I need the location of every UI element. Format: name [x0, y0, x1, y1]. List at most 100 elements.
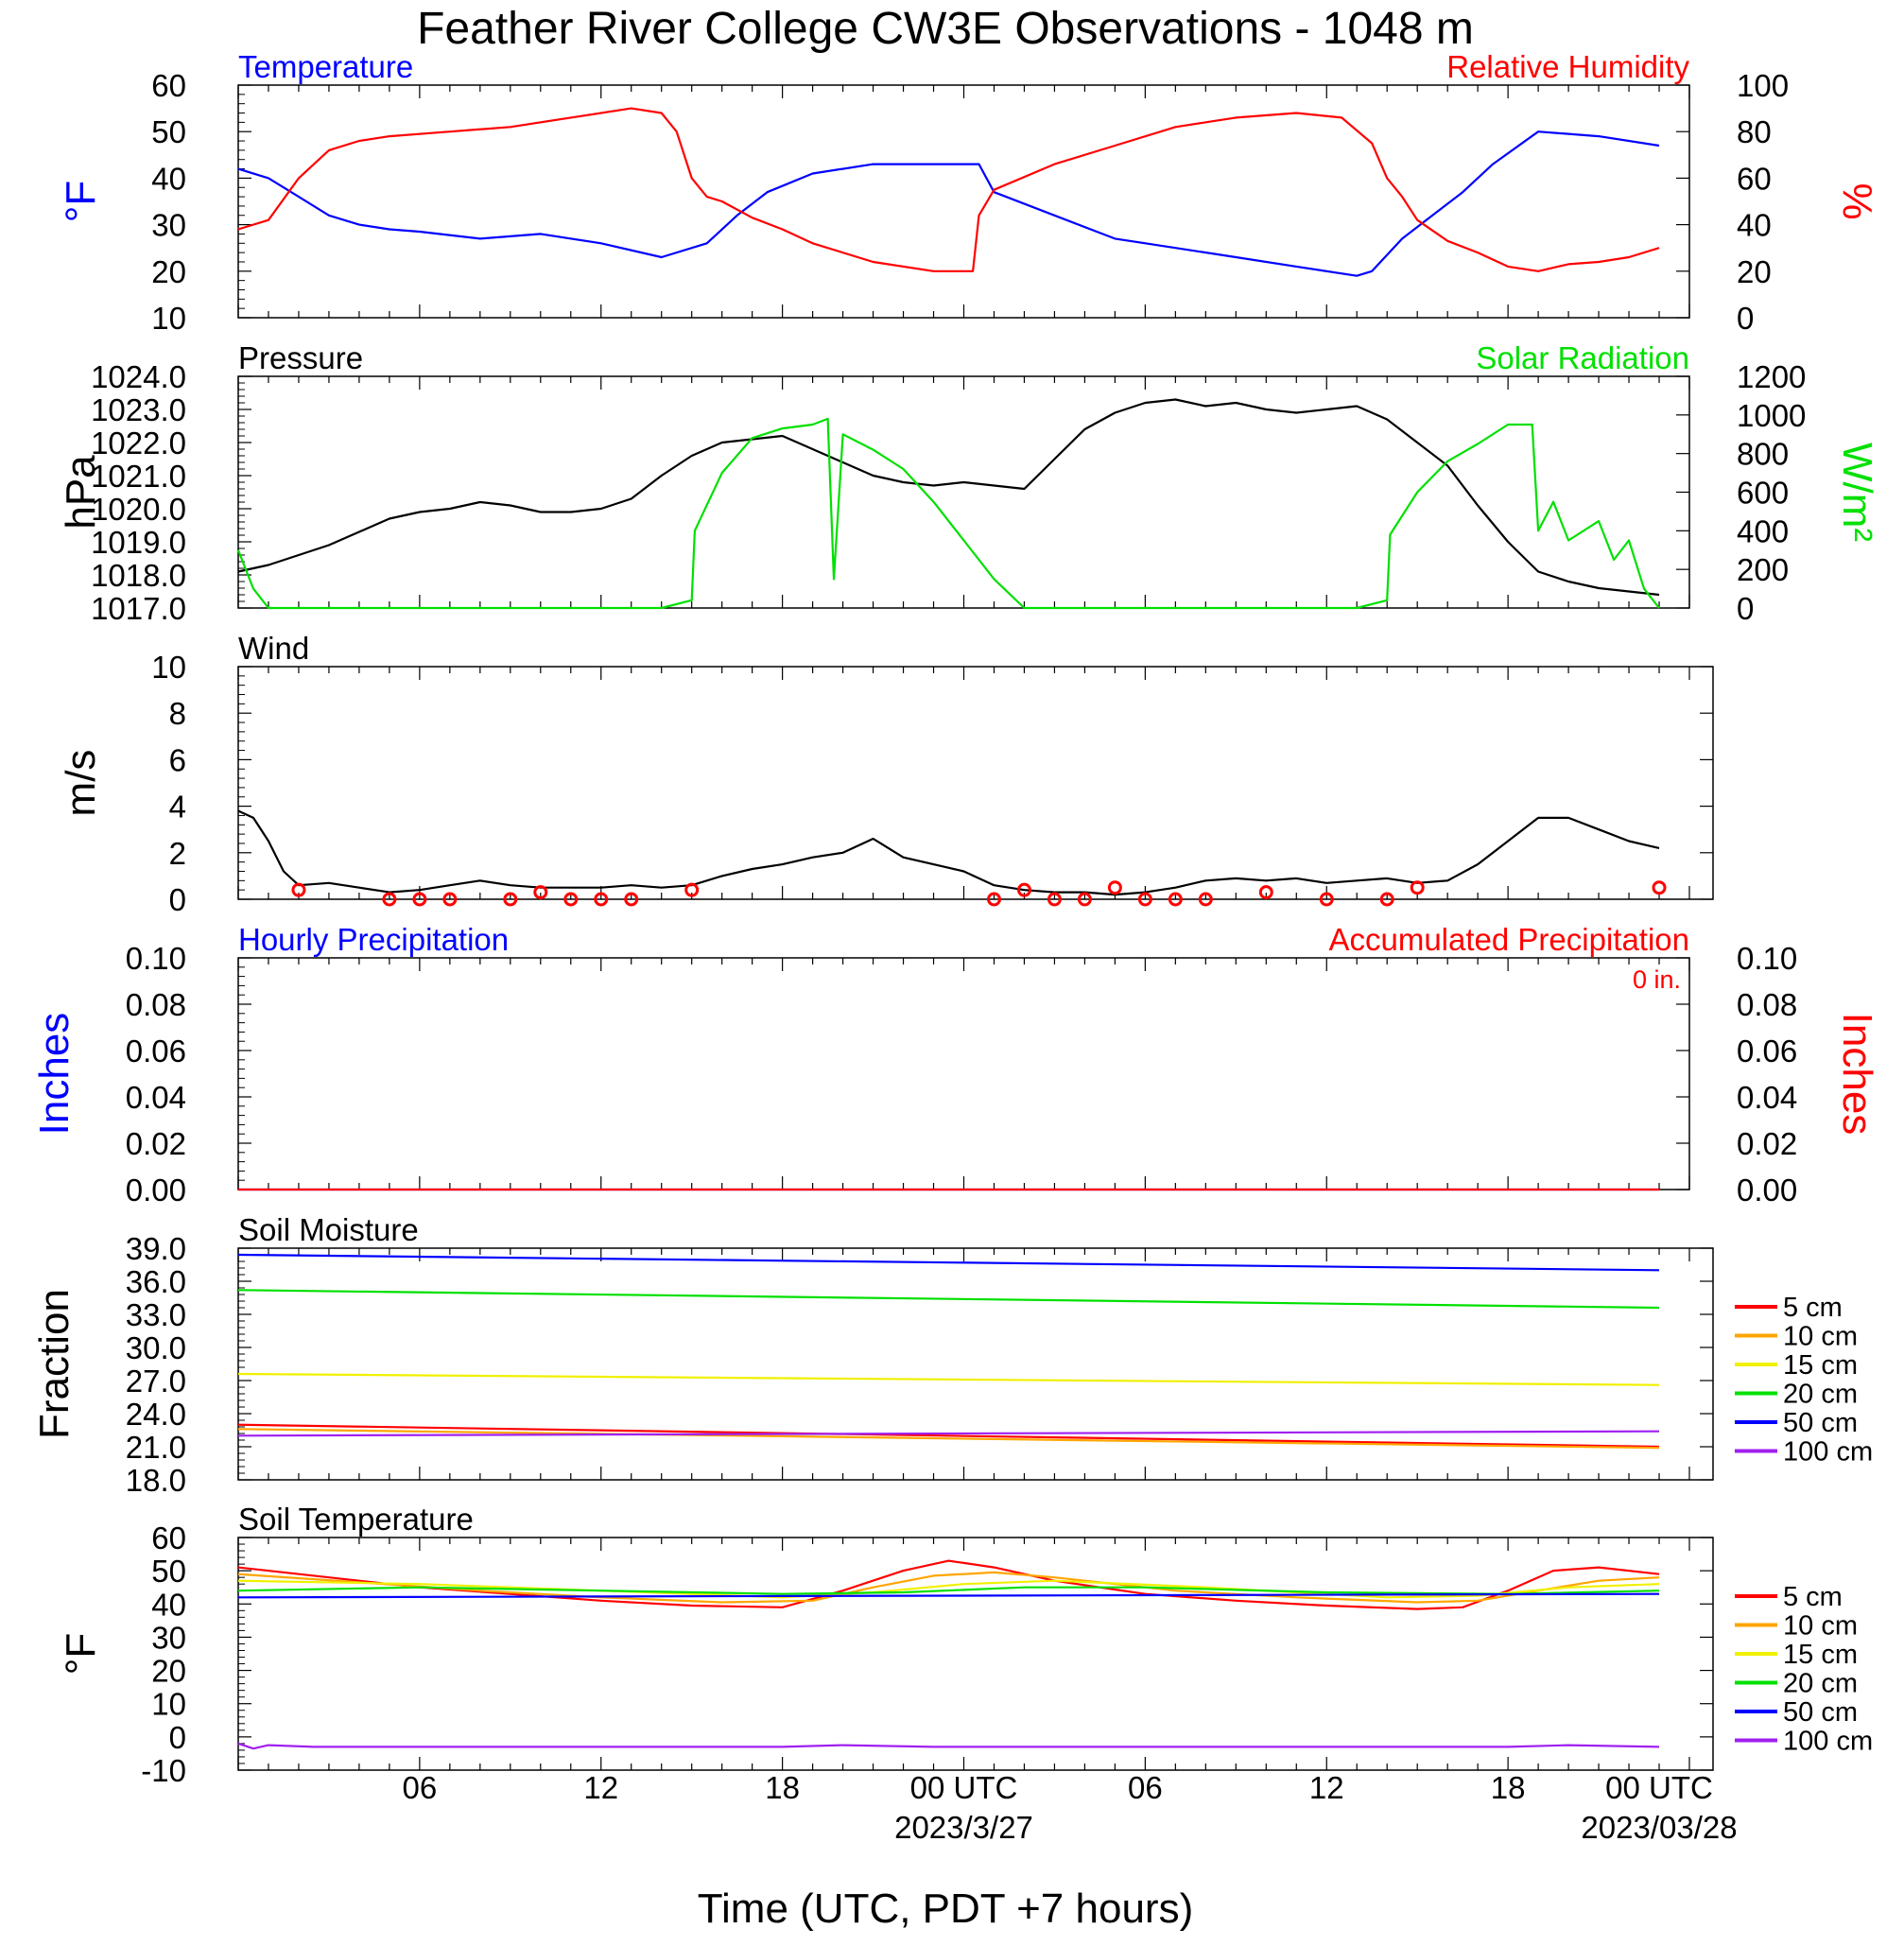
y-tick-label: 1021.0: [91, 459, 186, 494]
plot-frame: [237, 666, 1714, 900]
y-tick-label: 1018.0: [91, 558, 186, 593]
y-tick-label: 27.0: [126, 1364, 186, 1399]
y-tick-label: 1020.0: [91, 492, 186, 527]
x-tick-label: 06: [1128, 1770, 1163, 1805]
series-line-10-cm: [237, 1571, 1660, 1604]
y-axis-title-right: W/m²: [1834, 443, 1880, 542]
y-tick-label-right: 400: [1737, 513, 1789, 548]
y-tick-label-right: 0.10: [1737, 941, 1797, 976]
y-tick-label: 2: [169, 836, 186, 871]
legend-label: 50 cm: [1783, 1408, 1858, 1438]
wind-direction-marker: [594, 892, 609, 907]
wind-direction-marker: [1077, 892, 1092, 907]
panel-1: 10 20 30 40 50 60 0 20 40 60 80 100 Temperature Relat…: [58, 49, 1880, 336]
series-line-100-cm: [237, 1742, 1660, 1750]
y-tick-label-right: 80: [1737, 114, 1772, 149]
y-tick-label-right: 60: [1737, 161, 1772, 196]
x-tick-label: 00 UTC: [910, 1770, 1018, 1805]
legend-label: 10 cm: [1783, 1322, 1858, 1352]
wind-direction-marker: [291, 882, 306, 897]
series-line-20-cm: [237, 1586, 1660, 1595]
wind-direction-marker: [1168, 892, 1183, 907]
panel-title-left: Wind: [238, 631, 309, 666]
y-tick-label: 60: [151, 68, 186, 103]
y-tick-label-right: 0.06: [1737, 1034, 1797, 1069]
wind-direction-marker: [1107, 880, 1122, 895]
y-tick-label: 1019.0: [91, 525, 186, 560]
wind-direction-marker: [382, 892, 397, 907]
y-tick-label: 10: [151, 650, 186, 685]
y-tick-label-right: 0: [1737, 591, 1754, 626]
legend-label: 5 cm: [1783, 1293, 1843, 1323]
wind-direction-marker: [1047, 892, 1062, 907]
wind-direction-marker: [1410, 880, 1425, 895]
y-tick-label-right: 0.04: [1737, 1080, 1797, 1115]
y-axis-title-left: Inches: [31, 1013, 78, 1136]
y-tick-label-right: 1200: [1737, 359, 1806, 394]
x-tick-label: 12: [1309, 1770, 1344, 1805]
y-tick-label: 0: [169, 1720, 186, 1755]
y-tick-label: 50: [151, 1554, 186, 1589]
wind-direction-marker: [1652, 880, 1667, 895]
y-tick-label: 1022.0: [91, 426, 186, 460]
y-tick-label: 40: [151, 1587, 186, 1622]
y-tick-label-right: 0.00: [1737, 1173, 1797, 1208]
y-tick-label-right: 0.08: [1737, 987, 1797, 1022]
wind-direction-marker: [563, 892, 579, 907]
y-axis-title-left: m/s: [58, 750, 104, 817]
y-tick-label: 18.0: [126, 1463, 186, 1498]
y-tick-label: 0.04: [126, 1080, 186, 1115]
legend-label: 15 cm: [1783, 1640, 1858, 1670]
legend-label: 5 cm: [1783, 1582, 1843, 1612]
y-tick-label: 21.0: [126, 1430, 186, 1465]
wind-direction-marker: [1137, 892, 1152, 907]
x-axis-title: Time (UTC, PDT +7 hours): [698, 1885, 1193, 1932]
y-tick-label: 10: [151, 301, 186, 336]
panel-title-left: Soil Temperature: [238, 1502, 474, 1537]
wind-direction-marker: [624, 892, 639, 907]
y-tick-label: -10: [141, 1753, 186, 1788]
y-tick-label-right: 0.02: [1737, 1126, 1797, 1161]
y-tick-label: 39.0: [126, 1231, 186, 1266]
y-tick-label: 1023.0: [91, 392, 186, 427]
legend-label: 50 cm: [1783, 1697, 1858, 1728]
plot-frame: [237, 375, 1690, 609]
y-axis-title-right: %: [1834, 182, 1880, 219]
series-line-20-cm: [237, 1289, 1660, 1310]
panel-title-left: Hourly Precipitation: [238, 922, 509, 957]
y-tick-label-right: 40: [1737, 208, 1772, 243]
y-tick-label: 1017.0: [91, 591, 186, 626]
y-tick-label-right: 20: [1737, 254, 1772, 289]
wind-direction-marker: [503, 892, 518, 907]
y-tick-label: 40: [151, 161, 186, 196]
panel-title-right: Solar Radiation: [1476, 340, 1689, 375]
y-tick-label: 8: [169, 696, 186, 731]
plot-frame: [237, 1247, 1714, 1481]
y-tick-label: 10: [151, 1687, 186, 1722]
plot-frame: [237, 84, 1690, 319]
x-tick-label: 00 UTC: [1605, 1770, 1713, 1805]
y-tick-label: 4: [169, 790, 186, 825]
plot-frame: [237, 957, 1690, 1190]
x-tick-label: 06: [403, 1770, 438, 1805]
legend-label: 100 cm: [1783, 1437, 1873, 1468]
series-line-10-cm: [237, 1428, 1660, 1450]
x-tick-label: 18: [765, 1770, 800, 1805]
y-tick-label: 1024.0: [91, 359, 186, 394]
y-tick-label-right: 1000: [1737, 398, 1806, 433]
y-tick-label-right: 100: [1737, 68, 1789, 103]
y-tick-label: 30: [151, 1620, 186, 1655]
y-axis-title-left: °F: [58, 181, 104, 222]
panel-3: 0 2 4 6 8 10 Wind m/s: [58, 631, 1714, 917]
y-tick-label: 0.00: [126, 1173, 186, 1208]
legend-label: 15 cm: [1783, 1350, 1858, 1381]
y-axis-title-left: °F: [58, 1633, 104, 1675]
series-line-100-cm: [237, 1430, 1660, 1437]
panel-title-left: Temperature: [238, 49, 413, 84]
y-tick-label: 0.10: [126, 941, 186, 976]
series-line-15-cm: [237, 1372, 1660, 1386]
y-axis-title-right: Inches: [1834, 1013, 1880, 1136]
y-tick-label: 30: [151, 208, 186, 243]
